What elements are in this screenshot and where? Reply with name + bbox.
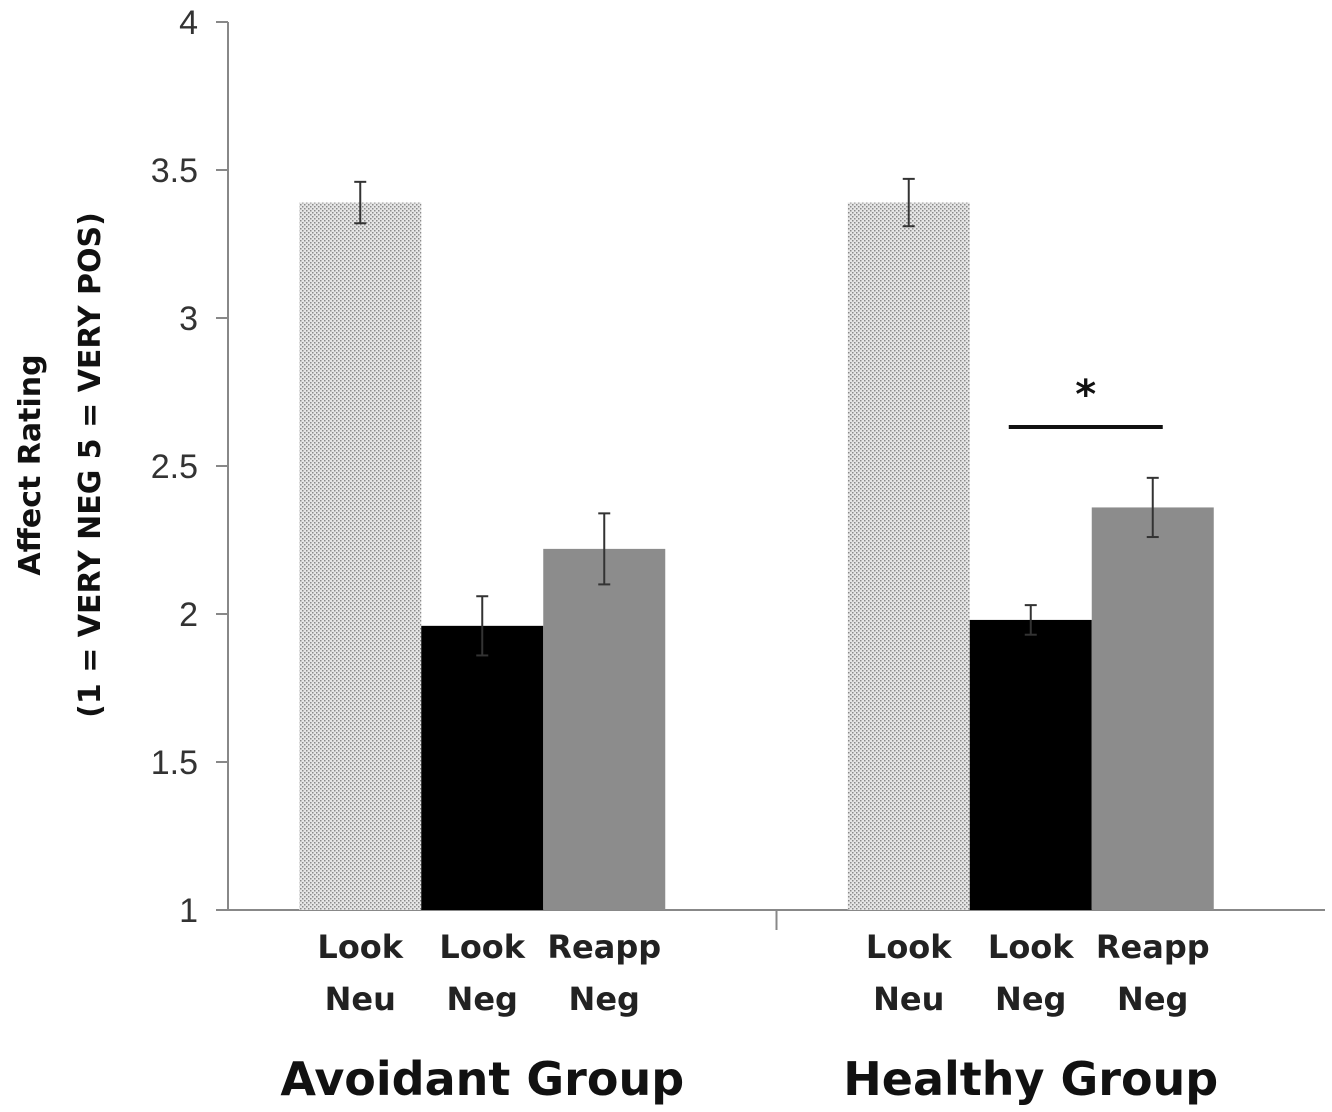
category-label-line1: Look <box>439 928 525 966</box>
y-tick-labels: 1 1.5 2 2.5 3 3.5 4 <box>151 4 198 930</box>
y-tick-label: 2 <box>179 596 198 634</box>
y-tick-label: 4 <box>179 4 198 42</box>
y-axis-title-line1: Affect Rating <box>13 354 48 575</box>
category-label-line1: Look <box>317 928 403 966</box>
bar <box>543 548 666 910</box>
bar <box>421 625 544 910</box>
category-label-line1: Reapp <box>547 928 661 966</box>
category-label-line1: Reapp <box>1096 928 1210 966</box>
bar <box>969 619 1092 910</box>
category-label-line1: Look <box>866 928 952 966</box>
category-labels: Look Neu Look Neg Reapp Neg Look Neu Look Neg Reap… <box>317 928 1209 1018</box>
category-label-line2: Neu <box>325 980 396 1018</box>
category-label-line1: Look <box>988 928 1074 966</box>
y-tick-label: 1 <box>179 892 198 930</box>
category-label-line2: Neg <box>447 980 518 1018</box>
y-axis-title: Affect Rating (1 = VERY NEG 5 = VERY POS… <box>13 212 108 718</box>
bar <box>847 202 970 910</box>
category-label-line2: Neu <box>873 980 944 1018</box>
y-tick-label: 3 <box>179 300 198 338</box>
y-tick-label: 3.5 <box>151 152 198 190</box>
y-tick-label: 1.5 <box>151 744 198 782</box>
y-axis-title-line2: (1 = VERY NEG 5 = VERY POS) <box>73 212 108 718</box>
category-label-line2: Neg <box>995 980 1066 1018</box>
significance-marker: * <box>1008 372 1163 429</box>
group-label: Avoidant Group <box>280 1052 684 1106</box>
bar <box>1091 507 1214 910</box>
bar <box>299 202 422 910</box>
group-labels: Avoidant Group Healthy Group <box>280 1052 1218 1106</box>
bars <box>299 202 1214 910</box>
group-label: Healthy Group <box>843 1052 1218 1106</box>
significance-symbol: * <box>1075 372 1096 418</box>
category-label-line2: Neg <box>1117 980 1188 1018</box>
y-tick-label: 2.5 <box>151 448 198 486</box>
category-label-line2: Neg <box>569 980 640 1018</box>
error-bars <box>354 177 1159 657</box>
